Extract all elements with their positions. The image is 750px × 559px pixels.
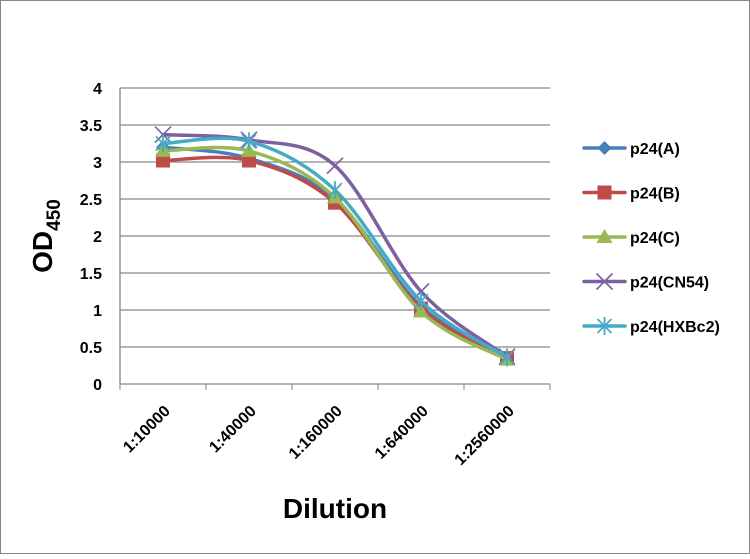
marker-triangle: [596, 229, 613, 243]
x-axis-title: Dilution: [283, 493, 387, 524]
marker-star: [155, 134, 171, 153]
marker-star: [327, 181, 343, 200]
marker-triangle: [413, 303, 429, 318]
legend-label: p24(HXBc2): [630, 319, 720, 336]
marker-star: [499, 348, 515, 367]
legend-item: p24(C): [582, 229, 680, 247]
series-p24(HXBc2): [155, 132, 515, 367]
marker-diamond: [597, 141, 612, 155]
marker-square: [242, 153, 256, 168]
legend-item: p24(A): [582, 141, 680, 158]
legend-label: p24(C): [630, 230, 680, 247]
legend-item: p24(B): [582, 185, 680, 203]
y-tick-label: 1.5: [80, 266, 102, 283]
y-axis-title: OD450: [27, 199, 65, 273]
y-axis-title-main: OD: [27, 231, 58, 273]
y-tick-label: 3: [93, 155, 102, 172]
y-tick-label: 1: [93, 303, 102, 320]
legend-label: p24(A): [630, 141, 680, 158]
legend-label: p24(CN54): [630, 275, 709, 292]
marker-x: [595, 272, 614, 291]
y-tick-label: 0.5: [80, 340, 102, 357]
y-tick-label: 3.5: [80, 118, 102, 135]
legend-item: p24(CN54): [582, 272, 709, 292]
marker-square: [156, 153, 170, 168]
y-tick-label: 2: [93, 229, 102, 246]
marker-x: [326, 157, 344, 175]
y-tick-label: 2.5: [80, 192, 102, 209]
y-tick-label: 0: [93, 377, 102, 394]
marker-star: [596, 317, 613, 335]
marker-square: [597, 185, 612, 200]
marker-star: [241, 132, 257, 151]
legend-item: p24(HXBc2): [582, 317, 720, 336]
y-axis-title-subscript: 450: [44, 199, 65, 231]
legend-label: p24(B): [630, 186, 680, 203]
y-tick-label: 4: [93, 81, 102, 98]
marker-star: [413, 292, 429, 311]
